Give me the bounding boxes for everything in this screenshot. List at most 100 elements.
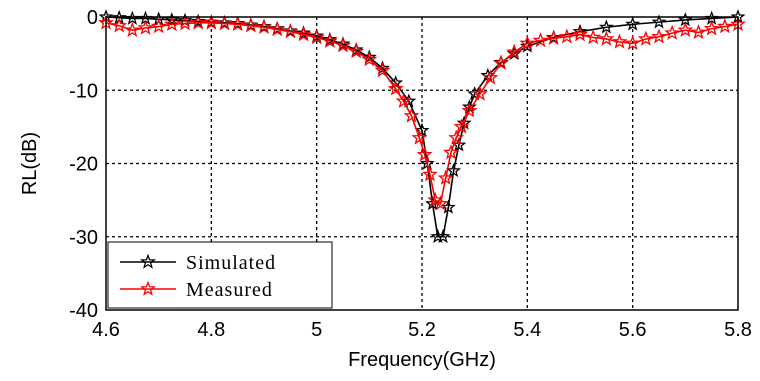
data-point xyxy=(309,28,325,43)
data-point xyxy=(598,30,615,46)
data-point xyxy=(558,28,575,44)
data-point xyxy=(519,35,536,51)
data-point xyxy=(716,18,733,34)
plot-frame xyxy=(105,16,739,311)
data-point xyxy=(374,62,391,78)
data-point xyxy=(625,16,641,31)
data-point xyxy=(448,129,465,145)
data-point xyxy=(296,25,311,40)
data-point xyxy=(242,17,259,33)
data-point xyxy=(637,30,654,46)
data-point xyxy=(163,15,180,32)
x-tick-label: 5.4 xyxy=(513,319,541,341)
data-point xyxy=(416,146,433,162)
data-point xyxy=(703,20,720,36)
legend-marker-measured xyxy=(140,280,156,296)
data-point xyxy=(322,31,338,47)
data-point xyxy=(467,86,483,101)
data-point xyxy=(446,162,462,178)
data-point xyxy=(308,29,325,45)
x-tick-label: 5.6 xyxy=(619,319,647,341)
data-point xyxy=(611,33,628,49)
data-point xyxy=(690,24,707,40)
data-point xyxy=(216,15,233,31)
y-axis-label: RL(dB) xyxy=(19,132,41,195)
data-point xyxy=(335,37,351,53)
data-point xyxy=(456,115,472,130)
data-point xyxy=(421,166,438,182)
legend: Simulated Measured xyxy=(107,241,333,309)
data-point xyxy=(395,92,412,109)
data-point xyxy=(411,129,428,145)
legend-marker-shape xyxy=(140,253,156,269)
data-point xyxy=(348,42,364,57)
series-line xyxy=(105,22,739,206)
data-point xyxy=(124,21,141,37)
data-point xyxy=(440,199,456,214)
data-point xyxy=(471,85,488,101)
data-point xyxy=(256,18,272,35)
data-point xyxy=(150,18,167,34)
data-point xyxy=(545,29,562,46)
y-tick-label: -10 xyxy=(69,80,98,102)
data-point xyxy=(482,69,499,85)
data-point xyxy=(282,23,299,39)
data-point xyxy=(585,29,602,45)
data-point xyxy=(506,43,523,59)
series-layer xyxy=(98,9,746,244)
x-tick-label: 5.2 xyxy=(408,319,436,341)
legend-box xyxy=(107,241,333,309)
data-point xyxy=(414,122,430,137)
data-point xyxy=(403,107,420,123)
data-point xyxy=(190,13,206,28)
x-tick-label: 4.6 xyxy=(92,319,120,341)
data-point xyxy=(229,15,246,32)
legend-label-simulated: Simulated xyxy=(186,252,276,274)
y-tick-label: -30 xyxy=(69,227,98,249)
y-tick-label: -40 xyxy=(69,300,98,322)
data-point xyxy=(493,54,509,70)
data-point xyxy=(177,15,193,31)
x-tick-label: 4.8 xyxy=(197,319,225,341)
legend-marker-simulated xyxy=(140,253,156,269)
data-point xyxy=(461,102,478,118)
data-point xyxy=(435,228,451,244)
data-point xyxy=(443,144,459,160)
y-tick-label: -20 xyxy=(69,154,98,176)
data-point xyxy=(137,19,154,35)
data-point xyxy=(164,12,180,27)
data-point xyxy=(348,43,365,59)
data-point xyxy=(269,21,286,37)
data-point xyxy=(519,38,535,53)
data-point xyxy=(598,19,614,34)
data-point xyxy=(677,21,694,37)
data-point xyxy=(387,80,404,96)
data-point xyxy=(453,118,470,134)
x-tick-label: 5.8 xyxy=(724,319,752,341)
legend-label-measured: Measured xyxy=(186,279,273,301)
data-point xyxy=(335,36,351,51)
data-point xyxy=(361,51,378,67)
data-point xyxy=(321,32,338,48)
x-tick-label: 5 xyxy=(311,319,322,341)
data-point xyxy=(111,17,128,33)
data-point xyxy=(203,14,220,30)
data-point xyxy=(388,75,404,90)
data-point xyxy=(651,28,667,44)
data-point xyxy=(624,35,641,51)
y-tick-label: 0 xyxy=(87,7,98,29)
data-point xyxy=(190,14,207,30)
x-axis-label: Frequency(GHz) xyxy=(348,349,496,371)
data-point xyxy=(401,93,417,108)
data-point xyxy=(432,195,449,211)
series-measured xyxy=(98,14,746,211)
data-point xyxy=(532,32,549,48)
data-point xyxy=(651,14,667,29)
legend-marker-shape xyxy=(140,280,156,296)
series-simulated xyxy=(98,9,746,244)
data-point xyxy=(437,169,454,185)
data-point xyxy=(295,26,312,42)
data-point xyxy=(664,24,681,40)
grid xyxy=(106,17,738,310)
